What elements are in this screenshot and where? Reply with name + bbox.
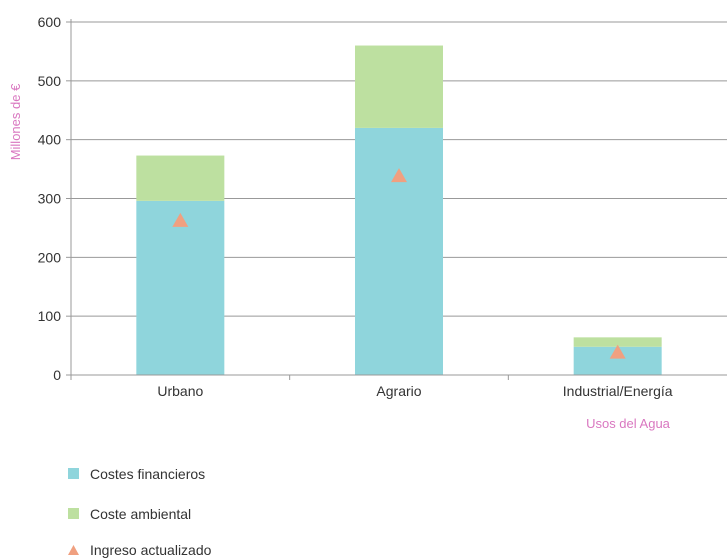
y-tick-label: 500 [38,73,62,89]
legend: Costes financieros Coste ambiental Ingreso… [68,466,212,558]
x-tick-label: Urbano [157,383,203,399]
legend-costes-financieros-label: Costes financieros [90,466,205,482]
marker-ingreso-actualizado [172,212,189,227]
markers [172,168,626,359]
bar-costes-financieros [355,127,443,376]
y-tick-label: 600 [38,14,62,30]
x-tick-label: Industrial/Energía [563,383,673,399]
y-tick-label: 100 [38,308,62,324]
marker-ingreso-actualizado [609,344,626,359]
legend-ingreso-actualizado-swatch [68,545,79,555]
legend-costes-financieros-swatch [68,468,79,479]
axes [70,19,727,380]
bars [136,45,662,376]
y-tick-label: 0 [53,367,61,383]
y-tick-label: 200 [38,249,62,265]
y-tick-labels: 0 100 200 300 400 500 600 [38,14,62,383]
y-tick-label: 300 [38,191,62,207]
y-axis-title: Millones de € [8,83,23,160]
legend-ingreso-actualizado-label: Ingreso actualizado [90,542,212,558]
bar-coste-ambiental [573,337,662,347]
legend-coste-ambiental-label: Coste ambiental [90,506,191,522]
marker-ingreso-actualizado [391,168,407,183]
bar-coste-ambiental [355,45,443,128]
bar-costes-financieros [136,200,225,375]
y-tick-label: 400 [38,132,62,148]
x-tick-label: Agrario [376,383,421,399]
legend-coste-ambiental-swatch [68,508,79,519]
x-axis-title: Usos del Agua [586,416,671,431]
x-tick-labels: Urbano Agrario Industrial/Energía [157,383,672,399]
bar-coste-ambiental [136,155,225,201]
